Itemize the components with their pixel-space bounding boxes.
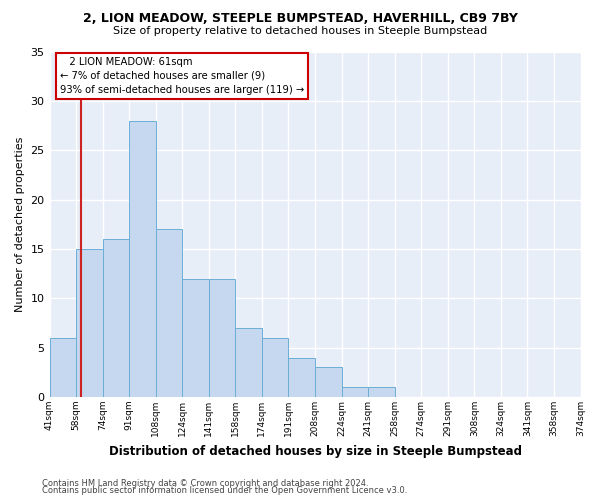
Bar (235, 328, 262, 397)
Bar (209, 278, 235, 397)
Bar (50, 338, 76, 397)
Bar (289, 358, 315, 397)
Bar (156, 229, 182, 397)
Bar (315, 368, 341, 397)
Bar (262, 338, 289, 397)
Bar (129, 120, 156, 397)
Text: Contains HM Land Registry data © Crown copyright and database right 2024.: Contains HM Land Registry data © Crown c… (42, 478, 368, 488)
Bar (76, 249, 103, 397)
Text: Size of property relative to detached houses in Steeple Bumpstead: Size of property relative to detached ho… (113, 26, 487, 36)
Text: Contains public sector information licensed under the Open Government Licence v3: Contains public sector information licen… (42, 486, 407, 495)
Bar (182, 278, 209, 397)
X-axis label: Distribution of detached houses by size in Steeple Bumpstead: Distribution of detached houses by size … (109, 444, 521, 458)
Text: 2, LION MEADOW, STEEPLE BUMPSTEAD, HAVERHILL, CB9 7BY: 2, LION MEADOW, STEEPLE BUMPSTEAD, HAVER… (83, 12, 517, 26)
Bar (103, 239, 129, 397)
Y-axis label: Number of detached properties: Number of detached properties (15, 136, 25, 312)
Text: 2 LION MEADOW: 61sqm
← 7% of detached houses are smaller (9)
93% of semi-detache: 2 LION MEADOW: 61sqm ← 7% of detached ho… (60, 56, 304, 94)
Bar (368, 387, 395, 397)
Bar (341, 387, 368, 397)
